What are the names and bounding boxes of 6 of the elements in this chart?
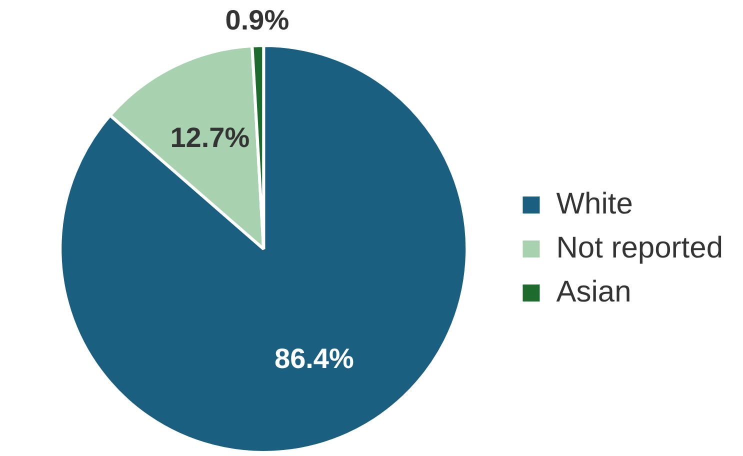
legend-label: Not reported	[556, 231, 724, 264]
data-label: 86.4%	[274, 342, 354, 374]
data-label: 0.9%	[225, 4, 290, 36]
legend-label: White	[556, 187, 633, 220]
legend-label: Asian	[556, 275, 632, 308]
data-label: 12.7%	[170, 122, 250, 154]
